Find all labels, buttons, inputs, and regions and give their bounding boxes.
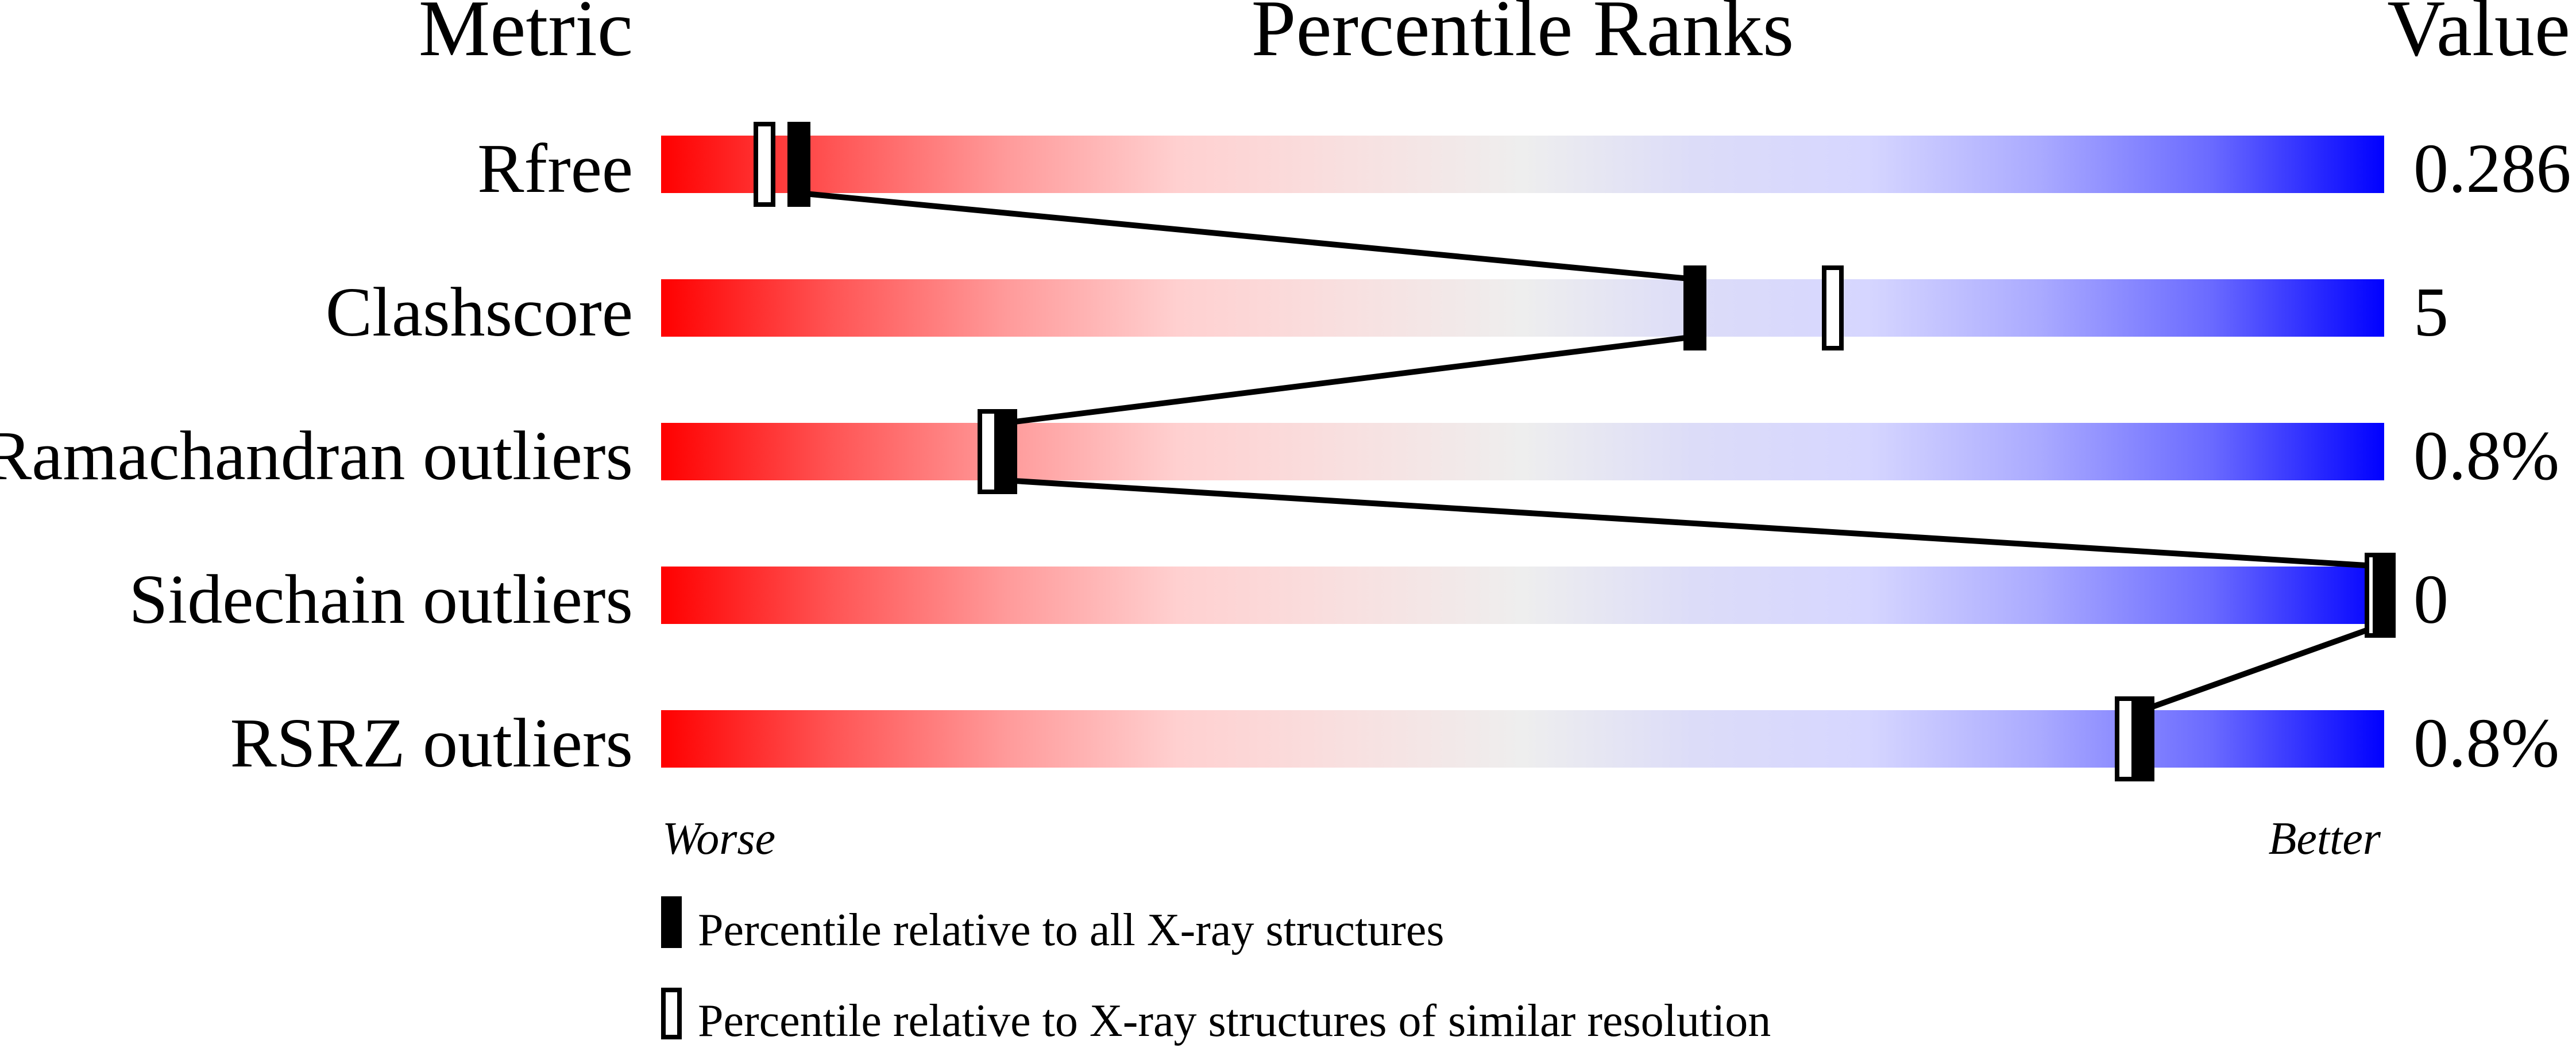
legend-similar-label: Percentile relative to X-ray structures … bbox=[698, 996, 1771, 1046]
all-structures-marker bbox=[2131, 696, 2154, 781]
metric-label: Rfree bbox=[477, 130, 633, 207]
all-structures-marker bbox=[994, 409, 1017, 494]
metric-value: 5 bbox=[2413, 273, 2448, 351]
percentile-bar bbox=[661, 567, 2384, 624]
metric-label: Ramachandran outliers bbox=[0, 417, 633, 495]
percentile-bar bbox=[661, 136, 2384, 193]
connector-line bbox=[798, 190, 1696, 282]
metric-label: RSRZ outliers bbox=[230, 704, 633, 782]
header-metric: Metric bbox=[419, 0, 633, 73]
all-structures-marker bbox=[2373, 553, 2396, 638]
header-percentile-ranks: Percentile Ranks bbox=[1252, 0, 1794, 73]
metric-label: Sidechain outliers bbox=[129, 561, 633, 638]
similar-resolution-marker bbox=[1822, 265, 1844, 350]
all-structures-marker bbox=[1683, 265, 1706, 350]
connector-line bbox=[2142, 621, 2385, 713]
metric-value: 0.8% bbox=[2413, 417, 2559, 495]
metric-value: 0.286 bbox=[2413, 130, 2571, 207]
axis-worse-label: Worse bbox=[662, 814, 775, 864]
percentile-bar bbox=[661, 279, 2384, 337]
metric-rows: Rfree 0.286 Clashscore 5 Ramachandran outlie… bbox=[0, 122, 2571, 782]
metric-label: Clashscore bbox=[326, 273, 633, 351]
percentile-bar bbox=[661, 423, 2384, 480]
legend-open-marker bbox=[661, 988, 682, 1039]
axis-better-label: Better bbox=[2269, 814, 2381, 864]
metric-value: 0 bbox=[2413, 561, 2448, 638]
legend-all-label: Percentile relative to all X-ray structu… bbox=[698, 905, 1444, 955]
legend-filled-marker bbox=[661, 896, 682, 948]
all-structures-marker bbox=[787, 122, 810, 207]
connector-line bbox=[1005, 334, 1696, 426]
connector-line bbox=[1005, 477, 2385, 569]
percentile-bar bbox=[661, 710, 2384, 768]
metric-value: 0.8% bbox=[2413, 704, 2559, 782]
header-value: Value bbox=[2387, 0, 2570, 73]
similar-resolution-marker bbox=[754, 122, 775, 207]
